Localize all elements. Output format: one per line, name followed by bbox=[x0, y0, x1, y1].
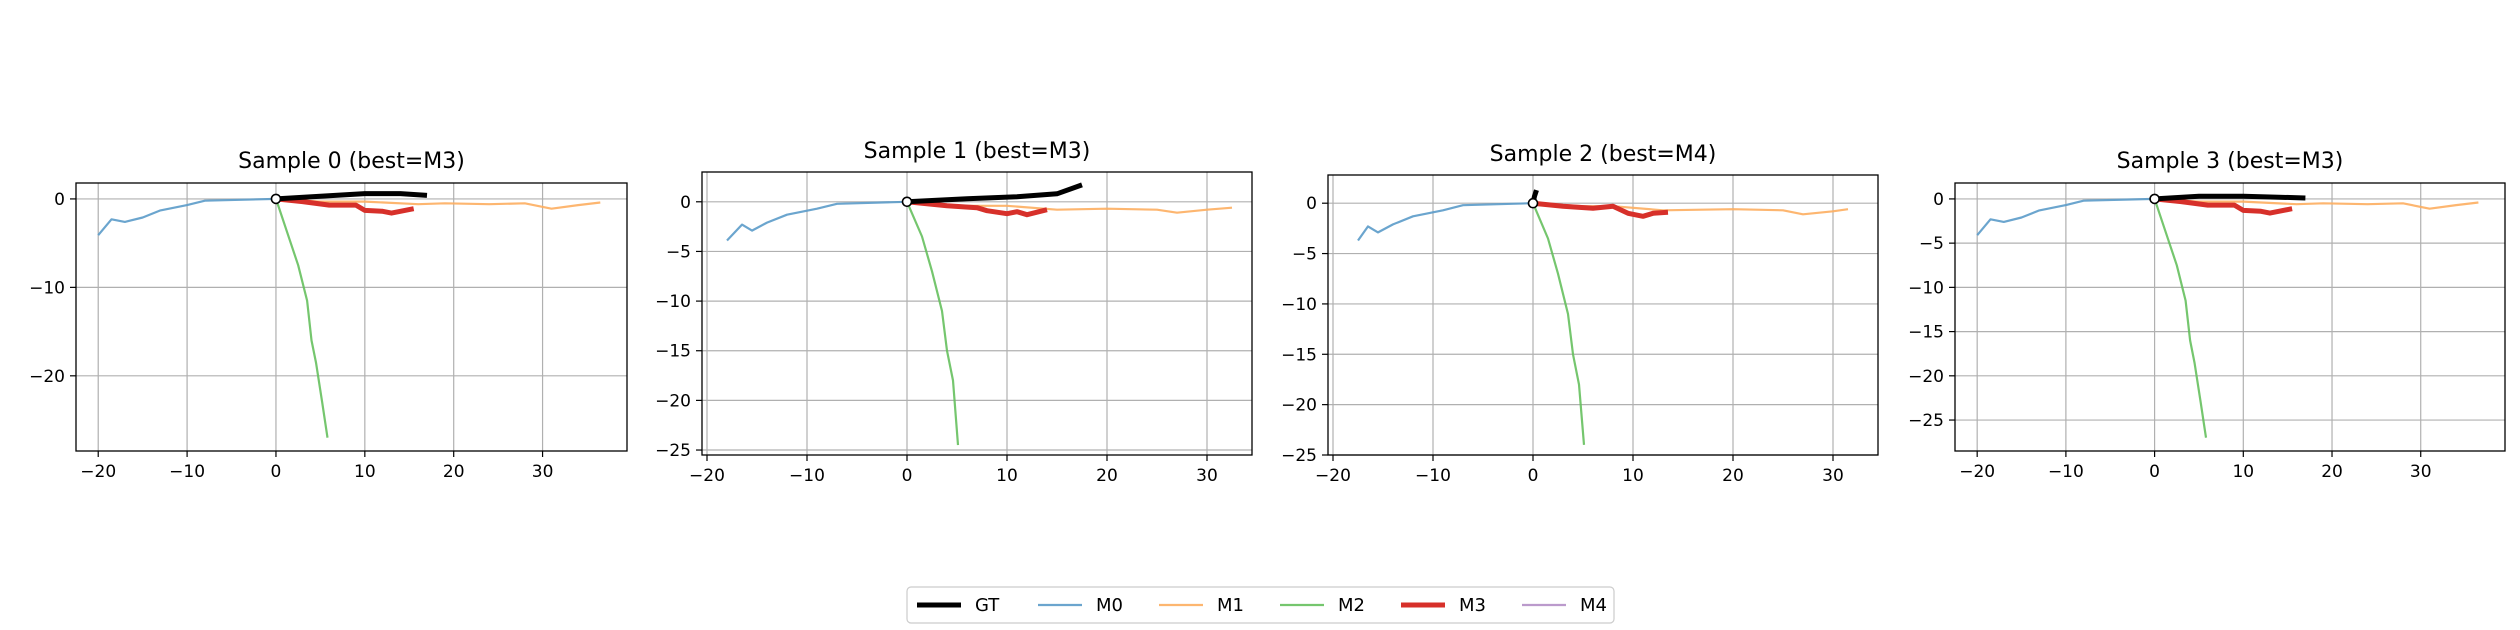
y-tick-label: −20 bbox=[655, 391, 691, 411]
y-tick-label: −20 bbox=[1281, 396, 1317, 416]
x-tick-label: −10 bbox=[789, 466, 825, 486]
x-tick-label: 0 bbox=[271, 462, 282, 482]
x-tick-label: 10 bbox=[996, 466, 1018, 486]
x-tick-label: 0 bbox=[2149, 462, 2160, 482]
series-line-m2 bbox=[274, 198, 329, 438]
x-tick-label: 20 bbox=[1722, 466, 1744, 486]
legend: GT M0 M1 M2 M3 M4 bbox=[906, 586, 1615, 624]
legend-label-m2: M2 bbox=[1338, 595, 1365, 616]
y-tick-label: −25 bbox=[1908, 411, 1944, 431]
subplot-title: Sample 1 (best=M3) bbox=[864, 139, 1091, 164]
origin-marker bbox=[2149, 193, 2160, 205]
x-tick-label: 20 bbox=[443, 462, 465, 482]
subplot-1: −20 −10 0 10 20 30 0 −5 −10 −15 −20 −25 Sample 1 (be… bbox=[655, 139, 1253, 486]
series-line-m3 bbox=[906, 199, 1048, 218]
series-line-gt bbox=[275, 191, 428, 202]
series-line-m3 bbox=[275, 196, 415, 216]
x-tick-label: 0 bbox=[902, 466, 913, 486]
subplot-title: Sample 3 (best=M3) bbox=[2117, 149, 2344, 174]
x-tick-label: −10 bbox=[2048, 462, 2084, 482]
axes-frame bbox=[75, 182, 628, 452]
series-line-m3 bbox=[1532, 200, 1669, 219]
axes-frame bbox=[701, 171, 1253, 456]
series-line-m2 bbox=[905, 201, 960, 446]
y-tick-label: −25 bbox=[1281, 446, 1317, 466]
x-tick-label: 30 bbox=[1196, 466, 1218, 486]
series-line-m0 bbox=[1357, 202, 1534, 242]
origin-marker bbox=[1527, 197, 1539, 209]
series-line-m0 bbox=[97, 197, 277, 236]
x-tick-label: 10 bbox=[2232, 462, 2254, 482]
y-tick-label: 0 bbox=[1306, 194, 1317, 214]
y-tick-label: −15 bbox=[1908, 323, 1944, 343]
series-line-m0 bbox=[726, 200, 908, 242]
x-tick-label: 30 bbox=[2410, 462, 2432, 482]
y-tick-label: −20 bbox=[29, 367, 65, 387]
x-tick-label: 20 bbox=[2321, 462, 2343, 482]
x-tick-label: −20 bbox=[1959, 462, 1995, 482]
series-line-m1 bbox=[275, 197, 601, 210]
series-line-m3 bbox=[2154, 196, 2293, 216]
y-tick-label: −25 bbox=[655, 441, 691, 461]
y-tick-label: −10 bbox=[1908, 278, 1944, 298]
series-line-m2 bbox=[2153, 198, 2208, 438]
subplot-title: Sample 0 (best=M3) bbox=[238, 149, 465, 174]
x-tick-label: 20 bbox=[1096, 466, 1118, 486]
legend-label-m4: M4 bbox=[1580, 595, 1607, 616]
series-line-gt bbox=[2154, 193, 2306, 202]
y-tick-label: −10 bbox=[1281, 295, 1317, 315]
legend-label-m3: M3 bbox=[1459, 595, 1486, 616]
y-tick-label: −5 bbox=[1292, 245, 1317, 265]
y-tick-label: 0 bbox=[54, 190, 65, 210]
x-tick-label: 10 bbox=[354, 462, 376, 482]
x-tick-label: −20 bbox=[80, 462, 116, 482]
x-tick-label: 30 bbox=[532, 462, 554, 482]
y-tick-label: 0 bbox=[680, 193, 691, 213]
y-tick-label: −5 bbox=[666, 242, 691, 262]
x-tick-label: −20 bbox=[1315, 466, 1351, 486]
axes-frame bbox=[1954, 182, 2506, 452]
series-line-gt bbox=[906, 182, 1083, 205]
y-tick-label: −15 bbox=[655, 342, 691, 362]
subplot-title: Sample 2 (best=M4) bbox=[1490, 142, 1717, 167]
origin-marker bbox=[901, 196, 913, 208]
y-tick-label: −5 bbox=[1919, 234, 1944, 254]
axes-frame bbox=[1327, 174, 1879, 456]
subplot-3: −20 −10 0 10 20 30 0 −5 −10 −15 −20 −25 Sample 3 (be… bbox=[1908, 149, 2506, 482]
legend-label-m1: M1 bbox=[1217, 595, 1244, 616]
y-tick-label: 0 bbox=[1933, 190, 1944, 210]
subplot-0: −20 −10 0 10 20 30 0 −10 −20 Sample 0 (best=M3) bbox=[29, 149, 628, 482]
legend-box bbox=[906, 586, 1615, 624]
y-tick-label: −20 bbox=[1908, 367, 1944, 387]
x-tick-label: −20 bbox=[689, 466, 725, 486]
y-tick-label: −10 bbox=[655, 292, 691, 312]
x-tick-label: 10 bbox=[1622, 466, 1644, 486]
legend-label-m0: M0 bbox=[1096, 595, 1123, 616]
series-line-m0 bbox=[1976, 197, 2155, 236]
y-tick-label: −15 bbox=[1281, 345, 1317, 365]
legend-label-gt: GT bbox=[975, 595, 1000, 616]
x-tick-label: 30 bbox=[1822, 466, 1844, 486]
origin-marker bbox=[270, 193, 282, 205]
x-tick-label: −10 bbox=[169, 462, 205, 482]
x-tick-label: 0 bbox=[1528, 466, 1539, 486]
x-tick-label: −10 bbox=[1415, 466, 1451, 486]
series-line-m1 bbox=[2154, 197, 2479, 210]
series-line-m2 bbox=[1531, 202, 1586, 445]
y-tick-label: −10 bbox=[29, 278, 65, 298]
